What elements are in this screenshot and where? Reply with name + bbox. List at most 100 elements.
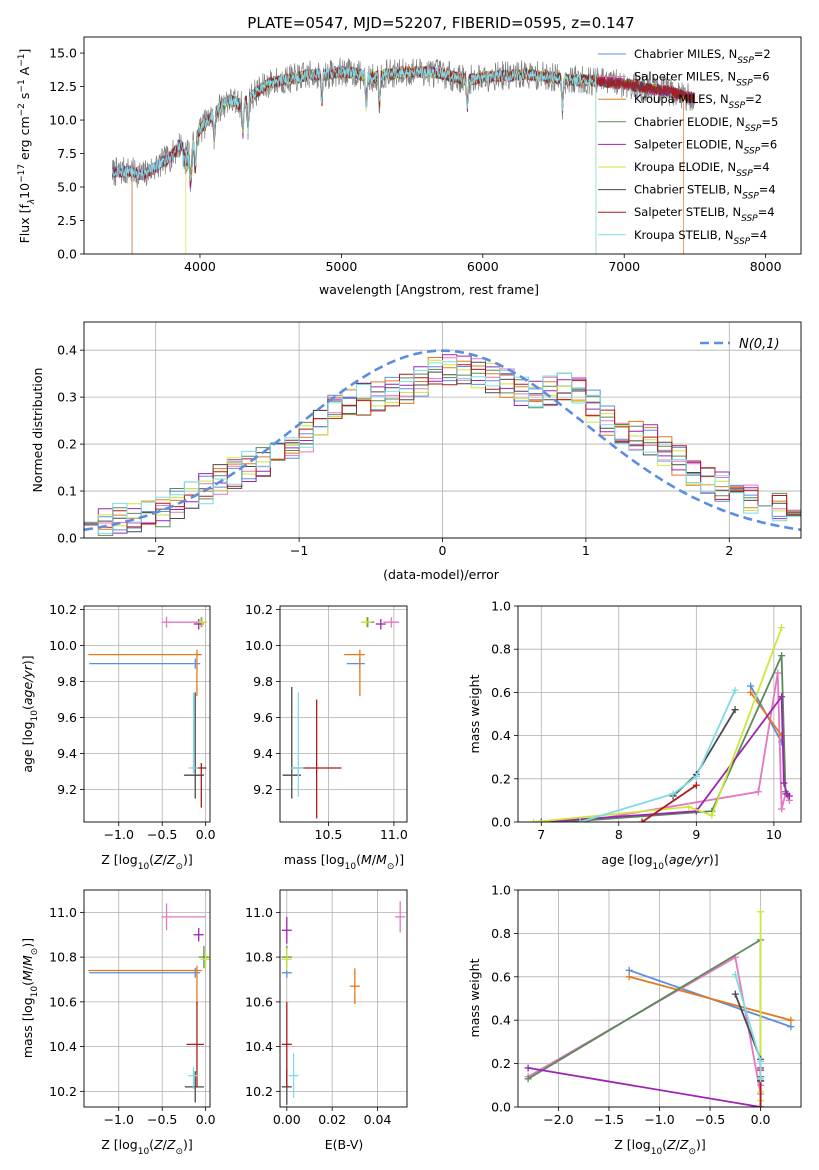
- age_vs_Z-ytick-label: 9.4: [57, 746, 77, 761]
- mass_vs_Z-xtick-label: −1.0: [104, 1112, 134, 1127]
- legend-label-salp_miles-part: Salpeter MILES, N: [634, 70, 736, 84]
- weight_vs_age-marker-krou_elodie: [530, 818, 538, 822]
- mass-vs-Z-xlabel-part: Z: [166, 1137, 176, 1152]
- age-vs-Z-xlabel-part: 10: [138, 862, 150, 872]
- legend-label-krou_miles-part: SSP: [729, 101, 746, 111]
- legend-label-chab_miles-part: Chabrier MILES, N: [634, 47, 737, 61]
- mass-vs-Z-ylabel: mass [log10(M/M⊙)]: [20, 938, 40, 1058]
- weight_vs_Z-xtick-label: 0.0: [751, 1112, 771, 1127]
- weight_vs_age-xtick-label: 9: [692, 827, 700, 842]
- weight_vs_Z-ytick-label: 0.6: [491, 969, 511, 984]
- weight-vs-Z-xlabel: Z [log10(Z/Z⊙)]: [614, 1137, 706, 1157]
- weight-vs-age-xlabel-part: )]: [709, 852, 719, 867]
- residuals-ytick-label: 0.4: [57, 343, 77, 358]
- legend-label-salp_stelib-part: =4: [758, 205, 775, 219]
- spectrum-ytick-label: 2.5: [57, 213, 77, 228]
- mass-vs-Z-xlabel-part: )]: [183, 1137, 193, 1152]
- residuals-ytick-label: 0.1: [57, 484, 77, 499]
- legend-label-krou_stelib: Kroupa STELIB, NSSP=4: [634, 228, 767, 247]
- weight_vs_Z-frame: [517, 889, 802, 1108]
- weight-vs-Z-xlabel-part: Z: [666, 1137, 676, 1152]
- mass-vs-Z-ylabel-part: mass [log: [20, 997, 35, 1058]
- histogram-salp_stelib: [84, 364, 801, 528]
- mass_vs_ebv-axes: 0.00 0.02 0.04 10.2 10.4 10.6 10.8 11.0: [245, 890, 407, 1127]
- weight-vs-age-ylabel: mass weight: [467, 674, 482, 753]
- spectrum-ylabel-part: λ: [27, 199, 37, 205]
- spectrum-ylabel-part: −1: [17, 79, 27, 92]
- spectrum-ylabel-part: Flux [f: [17, 204, 32, 244]
- weight-vs-age-xlabel-part: age [log: [601, 852, 652, 867]
- mass-vs-Z-xlabel-part: 10: [138, 1147, 150, 1157]
- age_vs_Z-ytick-label: 9.8: [57, 674, 77, 689]
- weight_vs_age-marker-krou_miles: [747, 688, 755, 696]
- residuals-xlabel-part: (data-model)/error: [383, 567, 500, 582]
- weight_vs_age-marker-salp_elodie: [778, 693, 786, 701]
- weight_vs_age-line-krou_stelib: [579, 689, 736, 822]
- weight_vs_age-marker-krou_elodie: [708, 812, 716, 820]
- weight_vs_age-marker-salp_stelib: [638, 818, 646, 822]
- age-vs-mass-xlabel-part: (: [356, 852, 361, 867]
- age-vs-mass-xlabel-part: /: [372, 852, 377, 867]
- age_vs_mass-ytick-label: 9.8: [253, 674, 273, 689]
- mass_vs_ebv-xtick-label: 0.00: [273, 1112, 301, 1127]
- weight_vs_Z-xtick-label: −0.5: [695, 1112, 725, 1127]
- weight_vs_Z-marker-krou_stelib: [757, 1057, 765, 1065]
- weight-vs-Z-xlabel-part: ⊙: [688, 1147, 696, 1157]
- legend-label-salp_elodie-part: Salpeter ELODIE, N: [634, 137, 744, 151]
- weight_vs_age-marker-salp_miles: [778, 805, 786, 813]
- mass-vs-Z-ylabel-part: /: [20, 965, 35, 970]
- legend-label-krou_elodie: Kroupa ELODIE, NSSP=4: [634, 160, 770, 179]
- residuals-ytick-label: 0.2: [57, 437, 77, 452]
- spectrum-ylabel-part: s: [17, 93, 32, 104]
- age-vs-Z-xlabel-part: ⊙: [175, 862, 183, 872]
- legend-label-krou_stelib-part: Kroupa STELIB, N: [634, 228, 734, 242]
- mass_vs_ebv-ytick-label: 11.0: [245, 905, 273, 920]
- weight_vs_age-marker-salp_miles: [754, 788, 762, 796]
- age_vs_Z-ytick-label: 9.6: [57, 710, 77, 725]
- spectrum-ytick-label: 12.5: [49, 79, 77, 94]
- mass-vs-Z-xlabel-part: ⊙: [175, 1147, 183, 1157]
- mass_vs_Z-xtick-label: −0.5: [147, 1112, 177, 1127]
- weight_vs_age-ytick-label: 0.8: [491, 642, 511, 657]
- legend-label-krou_miles-part: Kroupa MILES, N: [634, 92, 729, 106]
- weight_vs_Z-marker-krou_miles: [625, 973, 633, 981]
- mass_vs_Z-ytick-label: 10.4: [49, 1039, 77, 1054]
- weight-vs-Z-xlabel-part: (: [662, 1137, 667, 1152]
- legend-label-salp_stelib: Salpeter STELIB, NSSP=4: [634, 205, 775, 224]
- weight-vs-Z-xlabel-part: Z [log: [614, 1137, 650, 1152]
- histogram-krou_stelib: [84, 361, 801, 534]
- weight_vs_age-ytick-label: 0.4: [491, 728, 511, 743]
- spectrum-model-krou_stelib: [111, 65, 597, 254]
- mass-vs-Z-ylabel-part: (: [20, 981, 35, 986]
- spectrum-ylabel-part: −2: [17, 103, 27, 116]
- weight_vs_Z-marker-chab_elodie: [524, 1075, 532, 1083]
- age-vs-Z-xlabel-part: Z: [166, 852, 176, 867]
- age-vs-Z-ylabel: age [log10(age/yr)]: [20, 655, 40, 772]
- age_vs_mass-frame: [279, 605, 408, 823]
- legend-label-salp_elodie-part: =6: [760, 137, 777, 151]
- mass-vs-ebv-xlabel: E(B-V): [325, 1137, 364, 1152]
- legend-label-krou_elodie-part: SSP: [736, 169, 753, 179]
- age_vs_Z-axes: −1.0 −0.5 0.0 9.2 9.4 9.6 9.8 10.0 10.2: [49, 602, 215, 842]
- weight-vs-Z-xlabel-part: )]: [696, 1137, 706, 1152]
- weight_vs_Z-ytick-label: 0.0: [491, 1100, 511, 1115]
- legend-label-krou_elodie-part: Kroupa ELODIE, N: [634, 160, 736, 174]
- age-vs-Z-xlabel-part: )]: [183, 852, 193, 867]
- age-vs-Z-xlabel-part: Z [log: [101, 852, 137, 867]
- legend-label-krou_miles: Kroupa MILES, NSSP=2: [634, 92, 762, 111]
- mass-vs-Z-ylabel-part: M: [20, 970, 35, 981]
- legend-label-krou_stelib-part: SSP: [734, 237, 751, 247]
- weight-vs-Z-xlabel-part: /: [676, 1137, 681, 1152]
- mass-vs-Z-xlabel: Z [log10(Z/Z⊙)]: [101, 1137, 193, 1157]
- age-vs-mass-xlabel-part: M: [376, 852, 387, 867]
- spectrum-axes: 4000 5000 6000 7000 8000 0.0 2.5 5.0 7.5 10.0 12.5…: [49, 46, 781, 274]
- weight_vs_age-frame: [517, 605, 802, 823]
- age-vs-Z-ylabel-part: )]: [20, 655, 35, 665]
- weight_vs_age-marker-krou_stelib: [692, 773, 700, 781]
- weight-vs-Z-xlabel-part: 10: [651, 1147, 663, 1157]
- weight_vs_age-marker-salp_stelib: [692, 781, 700, 789]
- legend-label-salp_stelib-part: Salpeter STELIB, N: [634, 205, 741, 219]
- weight_vs_Z-marker-salp_stelib: [757, 1103, 765, 1107]
- legend-label-krou_stelib-part: =4: [750, 228, 767, 242]
